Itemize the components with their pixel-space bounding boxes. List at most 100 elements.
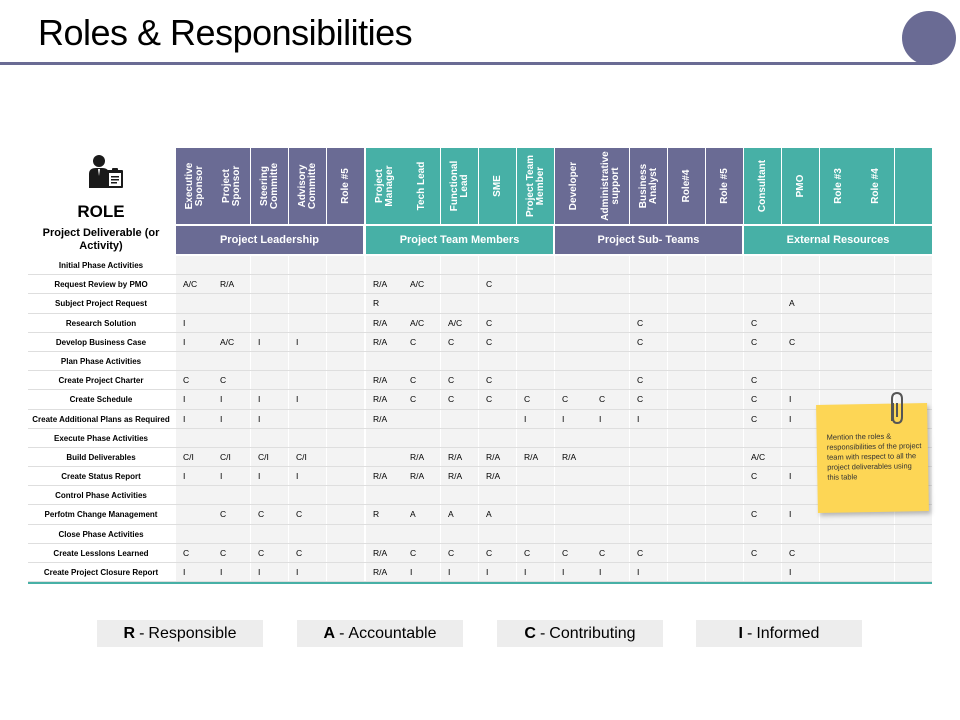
column-header-label: Developer <box>567 161 579 211</box>
column-header-label: Role #5 <box>339 168 351 204</box>
table-cell <box>213 486 250 505</box>
table-cell: A/C <box>441 313 478 332</box>
table-cell <box>176 428 213 447</box>
table-cell <box>441 486 478 505</box>
table-cell: C <box>403 543 440 562</box>
table-cell <box>668 294 705 313</box>
table-cell <box>176 486 213 505</box>
table-cell <box>782 371 819 390</box>
table-cell <box>706 332 743 351</box>
table-cell: I <box>251 409 288 428</box>
row-label: Create Status Report <box>61 472 141 482</box>
table-cell <box>592 467 629 486</box>
table-cell <box>820 371 857 390</box>
table-cell <box>289 486 326 505</box>
table-cell <box>706 351 743 371</box>
table-cell: C <box>782 543 819 562</box>
table-row: Request Review by PMO A/C R/A R/A A/C C <box>28 275 932 295</box>
table-cell <box>479 256 516 275</box>
table-cell <box>668 313 705 332</box>
table-cell <box>176 351 213 371</box>
table-cell <box>213 256 250 275</box>
table-cell: I <box>782 409 819 428</box>
table-cell <box>706 543 743 562</box>
table-cell: R/A <box>555 447 592 467</box>
table-cell <box>176 256 213 275</box>
table-cell: C <box>441 332 478 351</box>
table-cell <box>668 390 705 409</box>
table-cell <box>176 505 213 524</box>
table-cell <box>592 351 629 371</box>
table-cell <box>327 524 364 543</box>
table-cell <box>251 275 288 294</box>
table-cell <box>668 275 705 294</box>
table-cell: R/A <box>479 447 516 467</box>
decorative-circle <box>902 11 956 65</box>
table-cell: I <box>213 563 250 582</box>
title-divider <box>0 62 932 65</box>
column-header-label: PMO <box>794 174 806 198</box>
table-cell: I <box>176 467 213 486</box>
table-cell <box>555 371 592 390</box>
table-cell: C <box>630 332 667 351</box>
table-cell <box>782 428 819 447</box>
table-cell <box>213 294 250 313</box>
table-cell: R/A <box>403 447 440 467</box>
table-cell <box>592 447 629 467</box>
table-cell: C <box>744 505 781 524</box>
table-cell: C <box>176 543 213 562</box>
table-cell <box>782 447 819 467</box>
table-cell <box>441 294 478 313</box>
table-cell: I <box>441 563 478 582</box>
column-header-label: Executive Sponsor <box>183 162 205 210</box>
table-cell: C <box>517 543 554 562</box>
page-title: Roles & Responsibilities <box>38 12 413 53</box>
table-cell <box>289 313 326 332</box>
table-cell: C <box>289 505 326 524</box>
table-cell <box>668 543 705 562</box>
table-cell <box>668 486 705 505</box>
table-cell <box>744 563 781 582</box>
table-cell <box>366 351 403 371</box>
table-cell <box>592 371 629 390</box>
table-cell: I <box>782 563 819 582</box>
column-header: PMO <box>782 148 819 224</box>
table-cell: R/A <box>366 543 403 562</box>
legend-key: R <box>123 624 136 642</box>
table-cell <box>857 371 894 390</box>
table-cell: C <box>630 543 667 562</box>
table-cell <box>289 409 326 428</box>
table-cell <box>820 543 857 562</box>
table-cell: I <box>555 563 592 582</box>
table-cell <box>592 428 629 447</box>
table-cell: C <box>630 371 667 390</box>
table-cell <box>668 351 705 371</box>
table-cell <box>251 351 288 371</box>
table-cell: C <box>251 543 288 562</box>
table-cell: C <box>592 390 629 409</box>
table-cell <box>441 409 478 428</box>
table-cell: I <box>176 390 213 409</box>
table-cell <box>744 351 781 371</box>
table-cell <box>327 505 364 524</box>
person-clipboard-icon <box>89 155 123 188</box>
table-cell <box>630 428 667 447</box>
table-cell: C <box>782 332 819 351</box>
column-header-label: Role #5 <box>718 168 730 204</box>
table-cell <box>441 256 478 275</box>
table-cell: C <box>744 467 781 486</box>
table-cell: R/A <box>479 467 516 486</box>
table-cell: R/A <box>403 467 440 486</box>
table-cell: I <box>289 467 326 486</box>
table-cell: C <box>744 543 781 562</box>
table-cell <box>857 275 894 294</box>
table-cell <box>895 351 932 371</box>
table-cell: R/A <box>366 390 403 409</box>
column-header-label: Business Analyst <box>637 163 659 209</box>
table-cell <box>592 313 629 332</box>
column-header: Executive Sponsor <box>176 148 213 224</box>
column-header: Project Team Member <box>517 148 554 224</box>
table-cell: R/A <box>366 409 403 428</box>
legend-text: Accountable <box>348 624 437 642</box>
column-header-label: Project Manager <box>373 165 395 207</box>
